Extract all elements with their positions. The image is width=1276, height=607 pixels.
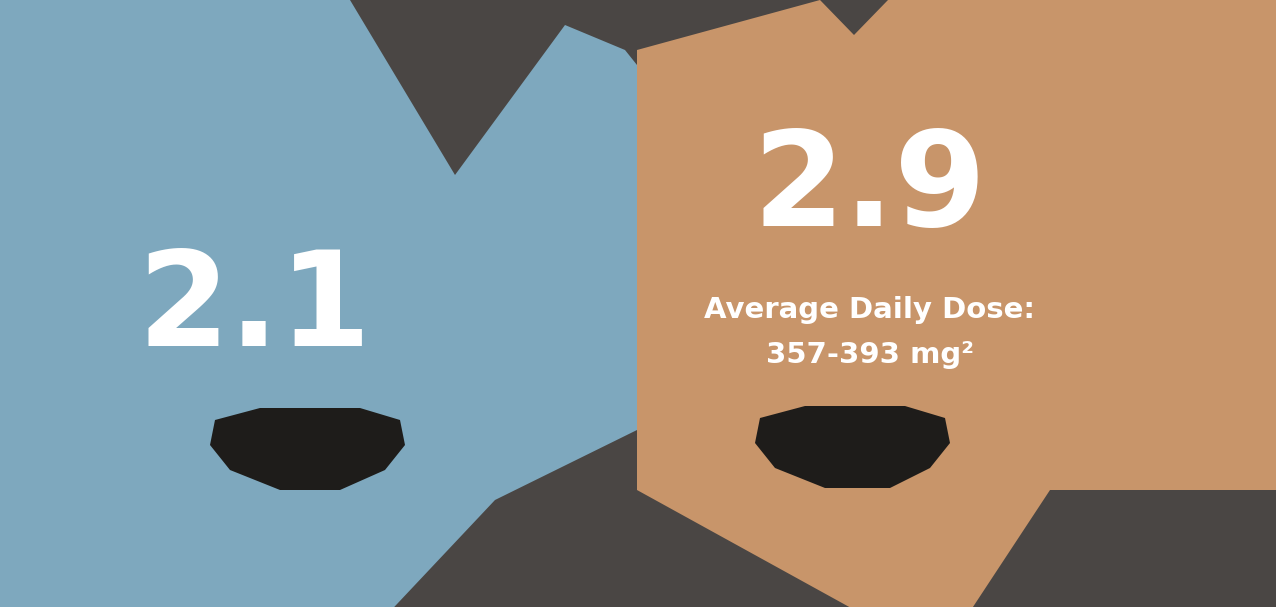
Text: 357-393 mg²: 357-393 mg²	[766, 341, 974, 369]
Polygon shape	[211, 408, 404, 490]
Polygon shape	[0, 0, 637, 607]
Polygon shape	[637, 0, 1276, 607]
Text: 2.9: 2.9	[753, 126, 988, 254]
Polygon shape	[755, 406, 951, 488]
Text: 2.1: 2.1	[138, 246, 373, 373]
Text: Average Daily Dose:: Average Daily Dose:	[704, 296, 1036, 324]
